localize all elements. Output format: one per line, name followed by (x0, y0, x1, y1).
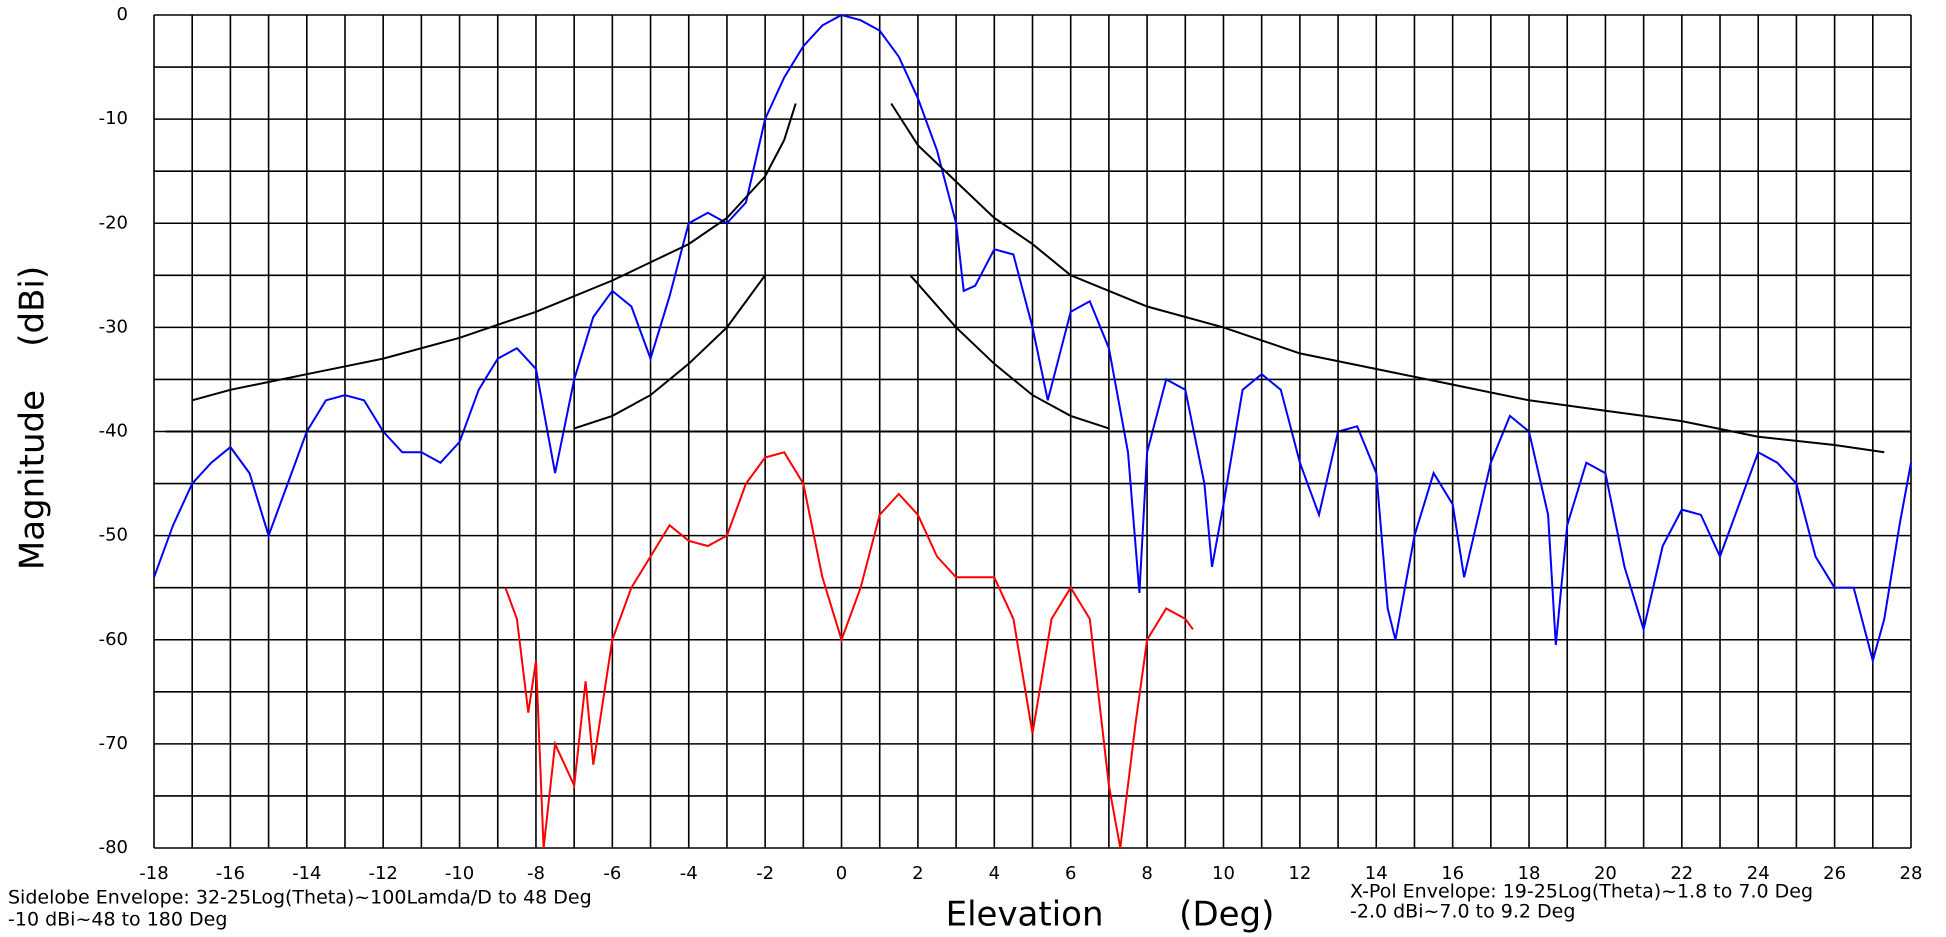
x-tick-label: 22 (1670, 863, 1693, 884)
x-tick-label: -10 (445, 863, 474, 884)
x-tick-label: 8 (1141, 863, 1152, 884)
x-tick-label: 0 (836, 863, 847, 884)
y-axis-title: Magnitude (dBi) (13, 266, 53, 570)
note: -2.0 dBi~7.0 to 9.2 Deg (1350, 901, 1575, 923)
y-tick-label: -70 (99, 733, 128, 754)
x-tick-label: 14 (1365, 863, 1388, 884)
y-tick-label: -40 (99, 421, 128, 442)
y-tick-label: -10 (99, 108, 128, 129)
x-tick-label: -12 (368, 863, 397, 884)
x-tick-label: 6 (1065, 863, 1076, 884)
series-line (573, 274, 766, 430)
y-tick-label: -30 (99, 316, 128, 337)
y-tick-label: 0 (117, 4, 128, 25)
note: Sidelobe Envelope: 32-25Log(Theta)~100La… (8, 887, 592, 909)
x-tick-label: 26 (1823, 863, 1846, 884)
y-tick-label: -20 (99, 212, 128, 233)
series-line (909, 274, 1110, 430)
x-tick-label: -4 (680, 863, 698, 884)
x-tick-label: -18 (139, 863, 168, 884)
x-tick-label: -14 (292, 863, 321, 884)
x-tick-label: 20 (1594, 863, 1617, 884)
y-tick-label: -50 (99, 525, 128, 546)
x-tick-label: 18 (1518, 863, 1541, 884)
x-tick-label: 2 (912, 863, 923, 884)
x-tick-label: 16 (1441, 863, 1464, 884)
note: X-Pol Envelope: 19-25Log(Theta)~1.8 to 7… (1350, 881, 1813, 903)
x-tick-label: 28 (1900, 863, 1923, 884)
x-tick-label: -2 (756, 863, 774, 884)
x-axis-title: Elevation (Deg) (946, 895, 1275, 935)
series-line (191, 103, 797, 402)
x-tick-label: 24 (1747, 863, 1770, 884)
series-line (890, 102, 1885, 454)
x-tick-label: 4 (989, 863, 1000, 884)
x-tick-label: 12 (1288, 863, 1311, 884)
series-line (504, 451, 1194, 849)
y-tick-label: -80 (99, 837, 128, 858)
note: -10 dBi~48 to 180 Deg (8, 909, 227, 931)
x-tick-label: 10 (1212, 863, 1235, 884)
x-tick-label: -16 (216, 863, 245, 884)
x-tick-label: -8 (527, 863, 545, 884)
y-tick-label: -60 (99, 629, 128, 650)
x-tick-label: -6 (603, 863, 621, 884)
series-line (153, 13, 1912, 665)
